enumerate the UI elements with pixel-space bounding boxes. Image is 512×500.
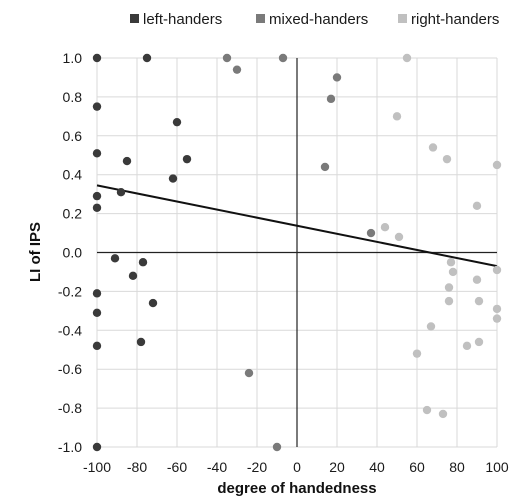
data-point-left-handers	[122, 156, 132, 166]
data-point-left-handers	[110, 254, 120, 263]
data-point-right-handers	[426, 322, 436, 331]
data-point-left-handers	[182, 154, 192, 164]
data-point-left-handers	[142, 53, 152, 63]
data-point-mixed-handers	[326, 94, 336, 104]
x-tick-label: 0	[293, 459, 301, 475]
data-point-left-handers	[172, 117, 182, 127]
x-tick-label: 80	[449, 459, 465, 475]
y-axis-title: LI of IPS	[27, 222, 44, 282]
y-tick-label: 1.0	[63, 50, 83, 66]
data-point-right-handers	[448, 267, 458, 277]
data-point-right-handers	[474, 337, 484, 347]
data-point-mixed-handers	[244, 368, 254, 378]
x-axis-title: degree of handedness	[217, 480, 376, 497]
y-tick-label: -0.2	[58, 283, 82, 299]
data-point-left-handers	[92, 53, 102, 63]
data-point-left-handers	[92, 102, 102, 111]
data-point-left-handers	[92, 289, 102, 298]
y-tick-label: 0.6	[63, 128, 83, 144]
data-point-left-handers	[92, 203, 102, 212]
data-point-right-handers	[474, 296, 484, 306]
data-point-left-handers	[128, 271, 138, 281]
data-point-left-handers	[138, 258, 148, 267]
legend-swatch-mixed-handers	[256, 14, 265, 23]
data-point-right-handers	[462, 341, 472, 351]
data-point-left-handers	[168, 174, 178, 183]
legend: left-handers mixed-handers right-handers	[130, 11, 499, 28]
y-tick-label: -1.0	[58, 439, 82, 455]
y-tick-label: 0.2	[63, 206, 83, 222]
data-point-mixed-handers	[222, 53, 232, 63]
data-point-right-handers	[412, 349, 422, 358]
data-point-left-handers	[136, 337, 146, 347]
data-point-right-handers	[402, 53, 412, 63]
data-point-right-handers	[444, 283, 454, 292]
x-tick-label: 40	[369, 459, 385, 475]
data-point-right-handers	[492, 160, 502, 170]
y-tick-labels: 1.0 0.8 0.6 0.4 0.2 0.0 -0.2 -0.4 -0.6 -0.8 -1.0	[58, 50, 82, 455]
legend-swatch-right-handers	[398, 14, 407, 23]
y-tick-label: -0.8	[58, 400, 82, 416]
data-point-left-handers	[92, 191, 102, 201]
legend-label-mixed-handers: mixed-handers	[269, 11, 368, 28]
legend-swatch-left-handers	[130, 14, 139, 23]
y-tick-label: 0.8	[63, 89, 83, 105]
data-point-mixed-handers	[272, 442, 282, 452]
y-tick-label: -0.4	[58, 322, 82, 338]
data-point-right-handers	[444, 296, 454, 306]
data-point-left-handers	[92, 341, 102, 351]
data-point-mixed-handers	[366, 228, 376, 238]
data-point-right-handers	[392, 112, 402, 121]
data-point-left-handers	[116, 188, 126, 197]
x-tick-label: -80	[127, 459, 147, 475]
data-point-right-handers	[492, 314, 502, 323]
data-point-mixed-handers	[278, 53, 288, 63]
legend-label-right-handers: right-handers	[411, 11, 499, 28]
data-point-right-handers	[446, 258, 456, 267]
data-point-right-handers	[472, 275, 482, 284]
data-point-mixed-handers	[232, 65, 242, 74]
data-point-right-handers	[428, 143, 438, 152]
x-tick-label: -40	[207, 459, 227, 475]
data-point-right-handers	[492, 265, 502, 275]
x-tick-label: -60	[167, 459, 187, 475]
data-points	[92, 53, 502, 452]
data-point-right-handers	[438, 409, 448, 419]
data-point-left-handers	[92, 149, 102, 158]
x-tick-labels: -100 -80 -60 -40 -20 0 20 40 60 80 100	[83, 459, 509, 475]
legend-label-left-handers: left-handers	[143, 11, 222, 28]
y-tick-label: -0.6	[58, 361, 82, 377]
regression-line	[96, 184, 498, 268]
data-point-right-handers	[442, 154, 452, 164]
data-point-left-handers	[92, 308, 102, 317]
x-tick-label: -100	[83, 459, 111, 475]
data-point-right-handers	[394, 232, 404, 242]
data-point-mixed-handers	[332, 73, 342, 82]
zero-axes	[97, 58, 497, 447]
y-tick-label: 0.0	[63, 245, 83, 261]
data-point-right-handers	[422, 405, 432, 415]
data-point-mixed-handers	[320, 162, 330, 172]
x-tick-label: 20	[329, 459, 345, 475]
data-point-left-handers	[92, 442, 102, 452]
data-point-right-handers	[380, 223, 390, 232]
x-tick-label: 60	[409, 459, 425, 475]
x-tick-label: -20	[247, 459, 267, 475]
data-point-right-handers	[472, 201, 482, 211]
data-point-left-handers	[148, 298, 158, 308]
trend-line	[96, 184, 498, 268]
y-tick-label: 0.4	[63, 167, 83, 183]
data-point-right-handers	[492, 304, 502, 314]
x-tick-label: 100	[485, 459, 509, 475]
